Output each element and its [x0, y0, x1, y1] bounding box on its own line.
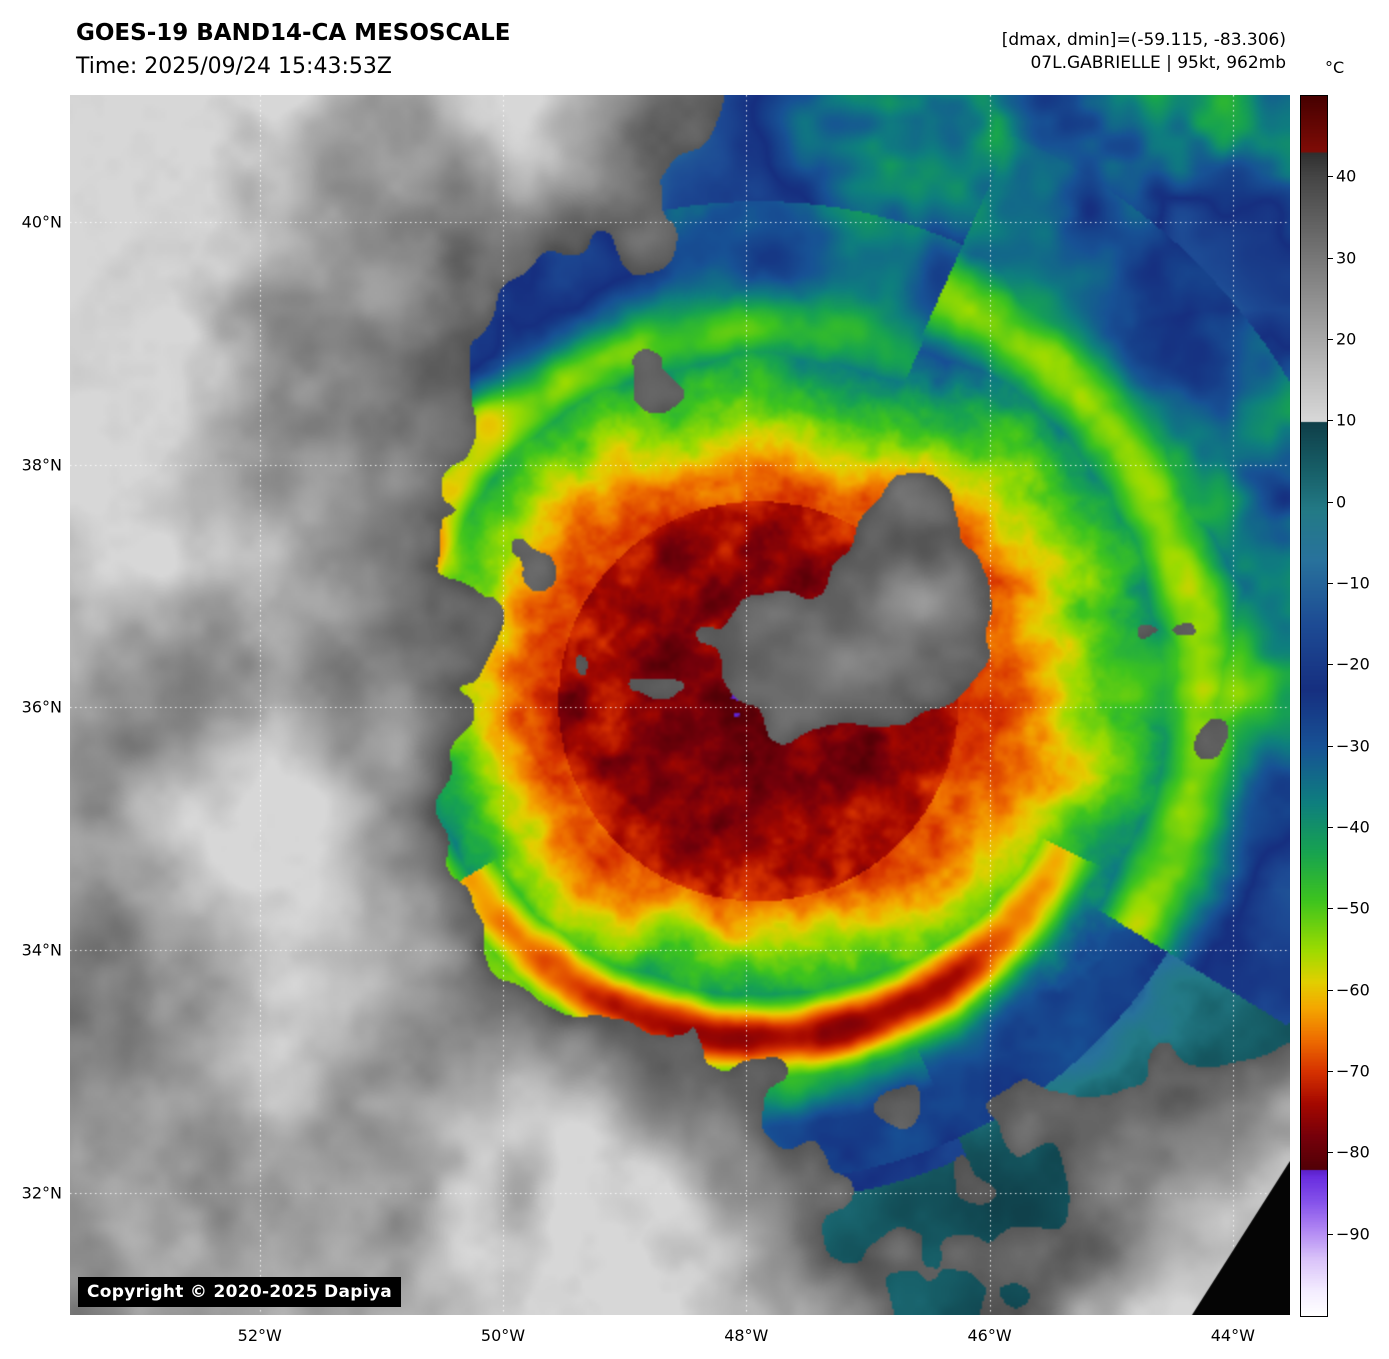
- satellite-map: Copyright © 2020-2025 Dapiya: [70, 95, 1290, 1315]
- colorbar-tick-mark: [1327, 1071, 1333, 1072]
- colorbar-tick-label: −10: [1336, 573, 1370, 593]
- colorbar-tick-label: −80: [1336, 1142, 1370, 1162]
- lat-tick-label: 38°N: [21, 455, 62, 475]
- colorbar-tick-label: −60: [1336, 980, 1370, 1000]
- lon-tick-label: 48°W: [724, 1326, 769, 1345]
- colorbar-tick-mark: [1327, 339, 1333, 340]
- dmax-dmin-readout: [dmax, dmin]=(-59.115, -83.306): [1001, 30, 1286, 50]
- colorbar-tick-label: −20: [1336, 654, 1370, 674]
- colorbar-tick-mark: [1327, 420, 1333, 421]
- colorbar-tick-label: −70: [1336, 1061, 1370, 1081]
- timestamp: Time: 2025/09/24 15:43:53Z: [76, 54, 392, 79]
- colorbar-unit-label: °C: [1325, 58, 1345, 77]
- colorbar-tick-mark: [1327, 746, 1333, 747]
- colorbar-tick-mark: [1327, 176, 1333, 177]
- colorbar-tick-mark: [1327, 258, 1333, 259]
- copyright-badge: Copyright © 2020-2025 Dapiya: [78, 1277, 401, 1307]
- lon-tick-label: 52°W: [237, 1326, 282, 1345]
- lat-tick-label: 34°N: [21, 940, 62, 960]
- lat-tick-label: 40°N: [21, 212, 62, 232]
- colorbar-tick-label: 10: [1336, 410, 1357, 430]
- colorbar-tick-label: −90: [1336, 1224, 1370, 1244]
- colorbar-tick-mark: [1327, 990, 1333, 991]
- colorbar: [1300, 95, 1328, 1317]
- colorbar-tick-mark: [1327, 1234, 1333, 1235]
- colorbar-tick-label: −40: [1336, 817, 1370, 837]
- storm-info: 07L.GABRIELLE | 95kt, 962mb: [1030, 53, 1286, 73]
- colorbar-tick-mark: [1327, 502, 1333, 503]
- gridline-overlay-canvas: [70, 95, 1290, 1315]
- colorbar-tick-mark: [1327, 827, 1333, 828]
- colorbar-tick-mark: [1327, 908, 1333, 909]
- lon-tick-label: 46°W: [967, 1326, 1012, 1345]
- lon-tick-label: 50°W: [480, 1326, 526, 1345]
- colorbar-gradient: [1301, 96, 1327, 1316]
- colorbar-tick-label: 20: [1336, 329, 1357, 349]
- colorbar-tick-label: −30: [1336, 736, 1370, 756]
- lat-tick-label: 36°N: [21, 697, 62, 717]
- lat-tick-label: 32°N: [21, 1183, 62, 1202]
- colorbar-tick-mark: [1327, 664, 1333, 665]
- page-title: GOES-19 BAND14-CA MESOSCALE: [76, 20, 511, 46]
- colorbar-tick-label: 0: [1336, 492, 1347, 512]
- colorbar-tick-label: −50: [1336, 898, 1370, 918]
- colorbar-tick-mark: [1327, 1152, 1333, 1153]
- colorbar-tick-label: 30: [1336, 248, 1357, 268]
- colorbar-tick-label: 40: [1336, 166, 1357, 186]
- colorbar-tick-mark: [1327, 583, 1333, 584]
- lon-tick-label: 44°W: [1210, 1326, 1255, 1345]
